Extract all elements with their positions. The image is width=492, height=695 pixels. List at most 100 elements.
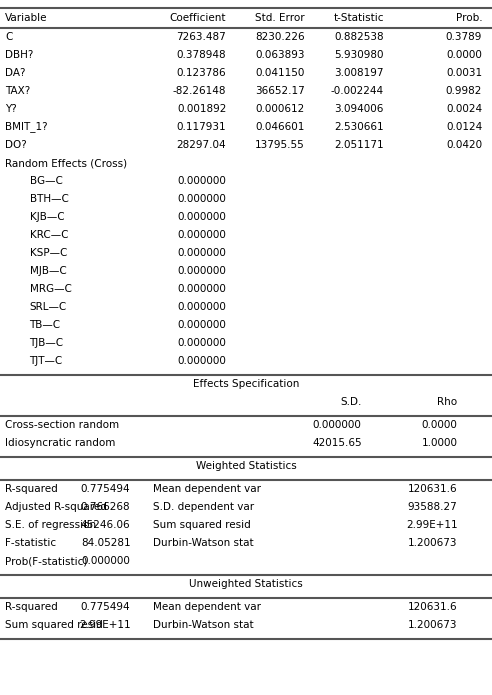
Text: 3.008197: 3.008197 xyxy=(334,68,384,78)
Text: Prob.: Prob. xyxy=(456,13,482,23)
Text: 3.094006: 3.094006 xyxy=(335,104,384,114)
Text: 0.000612: 0.000612 xyxy=(256,104,305,114)
Text: 13795.55: 13795.55 xyxy=(255,140,305,150)
Text: 0.000000: 0.000000 xyxy=(178,356,226,366)
Text: 0.0420: 0.0420 xyxy=(446,140,482,150)
Text: 36652.17: 36652.17 xyxy=(255,86,305,96)
Text: 0.000000: 0.000000 xyxy=(178,194,226,204)
Text: Effects Specification: Effects Specification xyxy=(193,379,299,389)
Text: 8230.226: 8230.226 xyxy=(255,32,305,42)
Text: 42015.65: 42015.65 xyxy=(312,438,362,448)
Text: 2.051171: 2.051171 xyxy=(334,140,384,150)
Text: DO?: DO? xyxy=(5,140,27,150)
Text: 1.200673: 1.200673 xyxy=(408,620,458,630)
Text: Durbin-Watson stat: Durbin-Watson stat xyxy=(153,620,253,630)
Text: Mean dependent var: Mean dependent var xyxy=(153,602,261,612)
Text: S.D.: S.D. xyxy=(340,397,362,407)
Text: 0.766268: 0.766268 xyxy=(81,502,130,512)
Text: Cross-section random: Cross-section random xyxy=(5,420,119,430)
Text: 93588.27: 93588.27 xyxy=(408,502,458,512)
Text: 2.99E+11: 2.99E+11 xyxy=(406,520,458,530)
Text: 1.200673: 1.200673 xyxy=(408,538,458,548)
Text: Mean dependent var: Mean dependent var xyxy=(153,484,261,494)
Text: Idiosyncratic random: Idiosyncratic random xyxy=(5,438,115,448)
Text: TB—C: TB—C xyxy=(30,320,61,330)
Text: SRL—C: SRL—C xyxy=(30,302,67,312)
Text: F-statistic: F-statistic xyxy=(5,538,56,548)
Text: Coefficient: Coefficient xyxy=(170,13,226,23)
Text: MRG—C: MRG—C xyxy=(30,284,71,294)
Text: 0.000000: 0.000000 xyxy=(178,284,226,294)
Text: Std. Error: Std. Error xyxy=(255,13,305,23)
Text: 0.882538: 0.882538 xyxy=(334,32,384,42)
Text: 0.0031: 0.0031 xyxy=(446,68,482,78)
Text: -0.002244: -0.002244 xyxy=(331,86,384,96)
Text: 0.0000: 0.0000 xyxy=(422,420,458,430)
Text: 0.001892: 0.001892 xyxy=(177,104,226,114)
Text: KJB—C: KJB—C xyxy=(30,212,64,222)
Text: 0.0024: 0.0024 xyxy=(446,104,482,114)
Text: TJB—C: TJB—C xyxy=(30,338,63,348)
Text: S.D. dependent var: S.D. dependent var xyxy=(153,502,254,512)
Text: 1.0000: 1.0000 xyxy=(422,438,458,448)
Text: 0.117931: 0.117931 xyxy=(177,122,226,132)
Text: TJT—C: TJT—C xyxy=(30,356,63,366)
Text: 2.530661: 2.530661 xyxy=(334,122,384,132)
Text: t-Statistic: t-Statistic xyxy=(333,13,384,23)
Text: 0.041150: 0.041150 xyxy=(256,68,305,78)
Text: Unweighted Statistics: Unweighted Statistics xyxy=(189,579,303,589)
Text: 0.000000: 0.000000 xyxy=(178,320,226,330)
Text: 120631.6: 120631.6 xyxy=(408,484,458,494)
Text: BMIT_1?: BMIT_1? xyxy=(5,122,48,133)
Text: Variable: Variable xyxy=(5,13,47,23)
Text: 0.046601: 0.046601 xyxy=(256,122,305,132)
Text: 0.000000: 0.000000 xyxy=(178,338,226,348)
Text: 0.3789: 0.3789 xyxy=(446,32,482,42)
Text: DA?: DA? xyxy=(5,68,26,78)
Text: 7263.487: 7263.487 xyxy=(177,32,226,42)
Text: 0.9982: 0.9982 xyxy=(446,86,482,96)
Text: BG—C: BG—C xyxy=(30,176,62,186)
Text: BTH—C: BTH—C xyxy=(30,194,68,204)
Text: 120631.6: 120631.6 xyxy=(408,602,458,612)
Text: 0.000000: 0.000000 xyxy=(178,230,226,240)
Text: R-squared: R-squared xyxy=(5,602,58,612)
Text: 0.000000: 0.000000 xyxy=(178,176,226,186)
Text: 0.000000: 0.000000 xyxy=(178,212,226,222)
Text: KSP—C: KSP—C xyxy=(30,248,67,258)
Text: R-squared: R-squared xyxy=(5,484,58,494)
Text: 0.378948: 0.378948 xyxy=(177,50,226,60)
Text: Sum squared resid: Sum squared resid xyxy=(5,620,103,630)
Text: 0.0000: 0.0000 xyxy=(446,50,482,60)
Text: C: C xyxy=(5,32,12,42)
Text: 0.0124: 0.0124 xyxy=(446,122,482,132)
Text: 0.123786: 0.123786 xyxy=(177,68,226,78)
Text: 0.000000: 0.000000 xyxy=(178,248,226,258)
Text: Weighted Statistics: Weighted Statistics xyxy=(196,461,296,471)
Text: 84.05281: 84.05281 xyxy=(81,538,130,548)
Text: 0.000000: 0.000000 xyxy=(82,556,130,566)
Text: 0.000000: 0.000000 xyxy=(313,420,362,430)
Text: 45246.06: 45246.06 xyxy=(81,520,130,530)
Text: Adjusted R-squared: Adjusted R-squared xyxy=(5,502,107,512)
Text: KRC—C: KRC—C xyxy=(30,230,68,240)
Text: DBH?: DBH? xyxy=(5,50,33,60)
Text: Random Effects (Cross): Random Effects (Cross) xyxy=(5,158,127,168)
Text: 0.000000: 0.000000 xyxy=(178,302,226,312)
Text: 0.775494: 0.775494 xyxy=(81,484,130,494)
Text: MJB—C: MJB—C xyxy=(30,266,66,276)
Text: 2.99E+11: 2.99E+11 xyxy=(79,620,130,630)
Text: 5.930980: 5.930980 xyxy=(334,50,384,60)
Text: 0.775494: 0.775494 xyxy=(81,602,130,612)
Text: Sum squared resid: Sum squared resid xyxy=(153,520,250,530)
Text: Prob(F-statistic): Prob(F-statistic) xyxy=(5,556,87,566)
Text: S.E. of regression: S.E. of regression xyxy=(5,520,96,530)
Text: 0.000000: 0.000000 xyxy=(178,266,226,276)
Text: 28297.04: 28297.04 xyxy=(177,140,226,150)
Text: -82.26148: -82.26148 xyxy=(173,86,226,96)
Text: 0.063893: 0.063893 xyxy=(255,50,305,60)
Text: Y?: Y? xyxy=(5,104,17,114)
Text: Rho: Rho xyxy=(437,397,458,407)
Text: TAX?: TAX? xyxy=(5,86,30,96)
Text: Durbin-Watson stat: Durbin-Watson stat xyxy=(153,538,253,548)
